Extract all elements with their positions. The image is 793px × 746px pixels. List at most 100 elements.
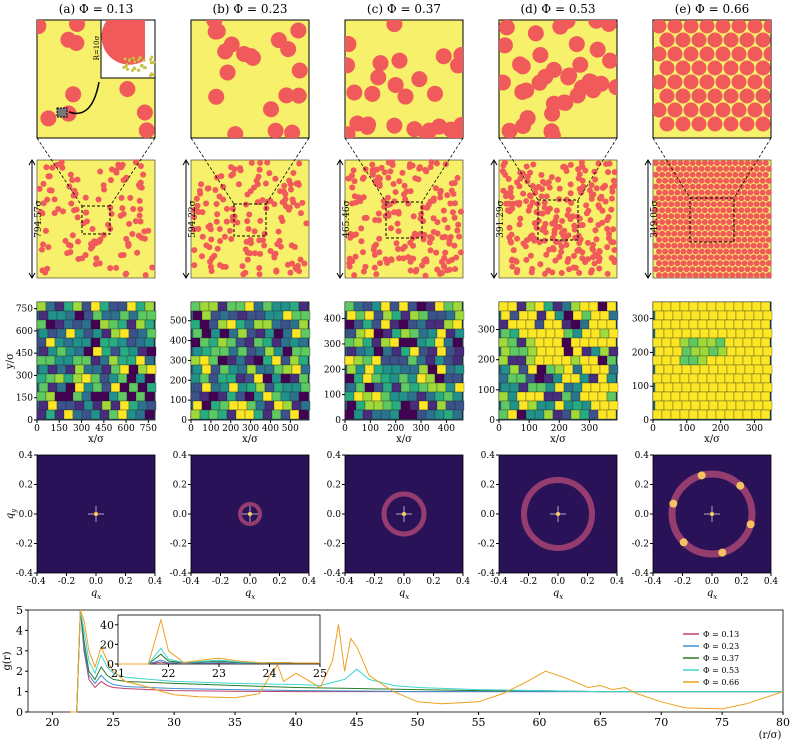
particle xyxy=(662,236,669,243)
particle xyxy=(683,219,690,225)
particle xyxy=(423,168,430,175)
voronoi-cell xyxy=(226,373,237,384)
voronoi-cell xyxy=(697,337,708,348)
particle xyxy=(691,60,707,76)
voronoi-cell xyxy=(697,301,708,312)
particle xyxy=(723,236,730,243)
particle xyxy=(747,189,754,196)
particle xyxy=(698,165,705,172)
voronoi-cell xyxy=(99,409,110,420)
particle xyxy=(665,254,672,261)
particle xyxy=(527,252,534,259)
particle xyxy=(217,238,224,245)
voronoi-cell xyxy=(54,301,65,312)
particle xyxy=(683,242,690,249)
particle xyxy=(67,171,74,178)
voronoi-cell xyxy=(253,301,264,312)
voronoi-cell xyxy=(289,409,300,420)
particle xyxy=(707,60,723,76)
particle xyxy=(244,191,251,198)
particle xyxy=(692,260,699,267)
particle xyxy=(762,242,769,249)
particle xyxy=(501,122,518,138)
particle xyxy=(683,230,690,237)
particle xyxy=(248,159,255,166)
voronoi-cell xyxy=(72,391,83,402)
particle xyxy=(714,183,720,190)
particle xyxy=(720,230,727,237)
particle xyxy=(214,211,221,218)
particle xyxy=(732,254,739,261)
particle xyxy=(750,266,757,273)
particle xyxy=(136,212,143,219)
particle xyxy=(230,205,237,212)
particle xyxy=(675,116,691,132)
particle xyxy=(226,227,233,234)
y-tick-label: 0 xyxy=(643,416,649,426)
inset-source-box xyxy=(56,107,68,118)
voronoi-cell xyxy=(101,382,112,393)
voronoi-cell xyxy=(416,301,427,312)
particle xyxy=(538,185,545,192)
voronoi-cell xyxy=(217,301,228,312)
particle xyxy=(683,266,690,273)
voronoi-cell xyxy=(751,355,762,366)
voronoi-cell xyxy=(563,328,574,339)
voronoi-cell xyxy=(83,310,94,321)
particle xyxy=(559,20,576,29)
particle xyxy=(541,224,548,231)
particle xyxy=(452,266,459,273)
particle xyxy=(289,196,296,203)
inset-particle xyxy=(101,20,145,65)
voronoi-cell xyxy=(409,382,420,393)
particle xyxy=(701,207,708,214)
particle xyxy=(535,217,542,224)
particle xyxy=(680,177,687,184)
voronoi-cell xyxy=(498,301,509,312)
particle xyxy=(689,183,696,190)
inset-dot xyxy=(138,56,142,60)
particle xyxy=(553,207,560,214)
particle xyxy=(675,88,691,104)
particle xyxy=(280,41,297,58)
voronoi-cell xyxy=(507,355,518,366)
particle xyxy=(274,241,281,248)
voronoi-cell xyxy=(255,400,266,411)
particle xyxy=(449,209,456,216)
particle xyxy=(656,248,662,255)
voronoi-cell xyxy=(201,364,212,375)
voronoi-cell xyxy=(235,301,246,312)
voronoi-cell xyxy=(38,364,49,375)
voronoi-cell xyxy=(56,382,67,393)
voronoi-cell xyxy=(190,355,201,366)
particle xyxy=(671,183,678,190)
voronoi-cell xyxy=(289,391,300,402)
particle xyxy=(576,269,583,276)
particle xyxy=(271,252,278,259)
voronoi-cell xyxy=(362,355,373,366)
voronoi-cell xyxy=(137,400,148,411)
x-tick-label: 400 xyxy=(438,424,455,434)
voronoi-cell xyxy=(389,337,400,348)
voronoi-cell xyxy=(289,301,300,312)
particle xyxy=(586,187,593,194)
voronoi-cell xyxy=(119,310,130,321)
voronoi-cell xyxy=(146,346,157,357)
particle xyxy=(414,232,421,239)
voronoi-cell xyxy=(246,310,257,321)
voronoi-cell xyxy=(210,364,221,375)
particle xyxy=(677,207,684,214)
particle xyxy=(45,173,52,180)
particle xyxy=(698,213,705,220)
voronoi-cell xyxy=(744,364,755,375)
inset-x-tick-label: 21 xyxy=(111,667,125,680)
voronoi-cell xyxy=(298,373,309,384)
zoom-connector xyxy=(190,137,235,205)
particle xyxy=(653,171,659,178)
particle xyxy=(747,102,763,118)
y-tick-label: -0.2 xyxy=(170,540,187,550)
voronoi-cell xyxy=(570,319,581,330)
voronoi-cell xyxy=(398,373,409,384)
particle xyxy=(251,184,258,191)
particle xyxy=(714,171,720,178)
